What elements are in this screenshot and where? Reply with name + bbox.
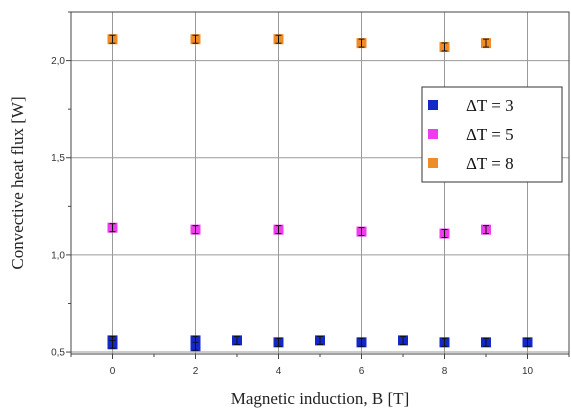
legend-label-dt3: ΔT = 3: [466, 96, 514, 115]
legend-swatch-dt5: [428, 129, 438, 139]
x-tick-label: 0: [110, 366, 116, 377]
y-tick-label: 0,5: [51, 348, 65, 359]
legend-box: [421, 86, 563, 183]
x-tick-label: 8: [442, 366, 448, 377]
y-tick-label: 2,0: [51, 56, 65, 67]
legend-swatch-dt3: [428, 100, 438, 110]
legend: ΔT = 3 ΔT = 5 ΔT = 8: [421, 86, 563, 183]
grid: [71, 12, 569, 354]
x-tick-label: 4: [276, 366, 282, 377]
plot-frame: [70, 11, 570, 355]
axis-ticks: 0 2 4 6 8 10 0,5 1,0 1,5 2,0: [51, 11, 570, 377]
y-tick-label: 1,5: [51, 153, 65, 164]
data-points: [107, 34, 533, 352]
y-axis-label: Convective heat flux [W]: [8, 96, 27, 269]
x-tick-label: 10: [522, 366, 534, 377]
y-tick-label: 1,0: [51, 250, 65, 261]
x-tick-label: 2: [193, 366, 199, 377]
x-axis-label: Magnetic induction, B [T]: [231, 389, 409, 408]
legend-label-dt8: ΔT = 8: [466, 154, 514, 173]
legend-swatch-dt8: [428, 158, 438, 168]
legend-label-dt5: ΔT = 5: [466, 125, 514, 144]
x-tick-label: 6: [359, 366, 365, 377]
